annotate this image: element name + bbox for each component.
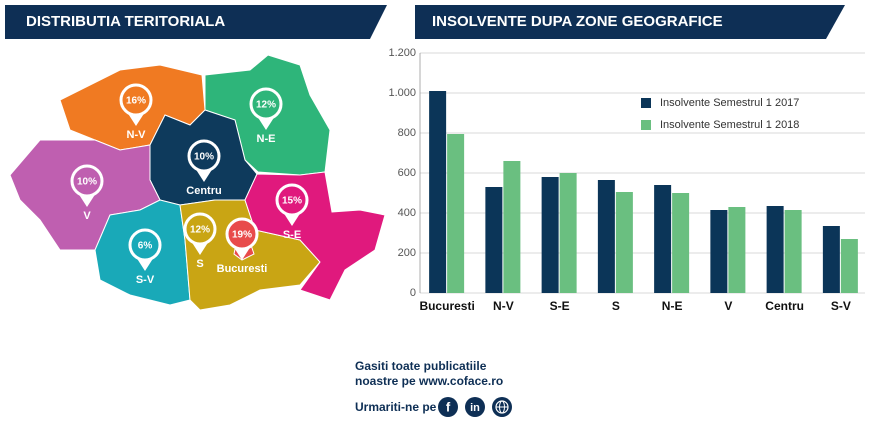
legend-swatch (641, 120, 651, 130)
map-pin (187, 139, 221, 173)
region-label: Bucuresti (217, 263, 268, 275)
y-tick-label: 200 (398, 247, 416, 259)
header-banner (415, 5, 845, 39)
y-tick-label: 600 (398, 167, 416, 179)
pin-label: 19% (232, 230, 252, 241)
x-tick-label: N-V (493, 299, 514, 313)
map: 16% N-V 12% N-E 10% Centru 10% V 6% S-V 12% S 19% Buc… (9, 54, 386, 311)
facebook-icon[interactable] (438, 397, 458, 417)
map-pin (275, 183, 309, 217)
bar (429, 91, 447, 293)
y-tick-label: 800 (398, 127, 416, 139)
region-label: V (83, 210, 91, 222)
x-tick-label: Centru (765, 299, 804, 313)
bar-chart: 0 200 400 600 800 1.000 1.200 Bucuresti N-V S-E S N… (388, 47, 865, 313)
x-tick-label: S-E (550, 299, 570, 313)
facebook-label: f (446, 399, 451, 414)
x-tick-label: V (724, 299, 732, 313)
bar (710, 210, 728, 293)
header-banner (5, 5, 387, 39)
region-label: N-E (257, 133, 276, 145)
map-pin (249, 87, 283, 121)
map-title: DISTRIBUTIA TERITORIALA (26, 13, 225, 30)
bar (503, 161, 521, 293)
map-pin (70, 164, 104, 198)
y-tick-label: 0 (410, 287, 416, 299)
region-label: Centru (186, 185, 221, 197)
bar (485, 187, 503, 293)
x-tick-label: Bucuresti (419, 299, 474, 313)
y-tick-label: 1.200 (388, 47, 416, 59)
pin-label: 12% (190, 225, 210, 236)
footer-text: noastre pe www.coface.ro (355, 374, 503, 388)
region-label: N-V (127, 129, 147, 141)
legend-label: Insolvente Semestrul 1 2018 (660, 119, 799, 131)
legend-label: Insolvente Semestrul 1 2017 (660, 97, 799, 109)
map-pin (225, 217, 259, 251)
pin-label: 16% (126, 96, 146, 107)
map-pin (119, 83, 153, 117)
pin-label: 15% (282, 196, 302, 207)
web-icon[interactable] (492, 397, 512, 417)
region-label: S-V (136, 274, 155, 286)
bar (728, 207, 746, 293)
chart-title: INSOLVENTE DUPA ZONE GEOGRAFICE (432, 13, 723, 30)
bar (615, 192, 633, 293)
x-tick-label: S (612, 299, 620, 313)
bar (654, 185, 672, 293)
follow-text: Urmariti-ne pe (355, 400, 437, 414)
legend-swatch (641, 98, 651, 108)
linkedin-label: in (470, 402, 480, 414)
bar (840, 239, 858, 293)
bar (766, 206, 784, 293)
map-pin (128, 228, 162, 262)
bar (672, 193, 690, 293)
region-label: S (196, 258, 203, 270)
pin-label: 10% (77, 177, 97, 188)
linkedin-icon[interactable] (465, 397, 485, 417)
y-tick-label: 400 (398, 207, 416, 219)
bar (447, 134, 465, 293)
pin-label: 6% (138, 241, 153, 252)
bar (559, 173, 577, 293)
x-tick-label: N-E (662, 299, 683, 313)
x-tick-label: S-V (831, 299, 851, 313)
bar (541, 177, 559, 293)
bar (597, 180, 615, 293)
bar (822, 226, 840, 293)
y-tick-label: 1.000 (388, 87, 416, 99)
pin-label: 10% (194, 152, 214, 163)
footer-text: Gasiti toate publicatiile (355, 359, 487, 373)
pin-label: 12% (256, 100, 276, 111)
region-label: S-E (283, 229, 301, 241)
map-pin (183, 212, 217, 246)
bar (784, 210, 802, 293)
